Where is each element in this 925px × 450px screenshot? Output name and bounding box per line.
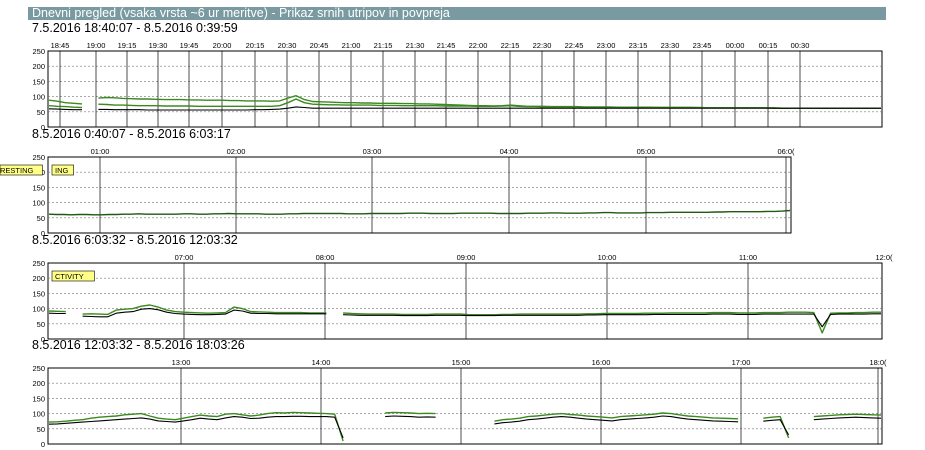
y-tick-label: 200 <box>32 379 45 388</box>
x-tick-label: 21:15 <box>374 41 393 50</box>
panel-range-label-4: 8.5.2016 12:03:32 - 8.5.2016 18:03:26 <box>32 338 245 352</box>
plot-frame <box>47 262 883 340</box>
x-tick-label: 22:30 <box>533 41 552 50</box>
annotation-label: RESTING <box>0 166 34 175</box>
x-tick-label: 21:30 <box>406 41 425 50</box>
x-tick-label: 15:00 <box>452 358 471 367</box>
panel-range-label-3: 8.5.2016 6:03:32 - 8.5.2016 12:03:32 <box>32 233 238 247</box>
y-tick-label: 200 <box>32 274 45 283</box>
pulse-series-line <box>48 98 881 109</box>
x-tick-label: 22:45 <box>565 41 584 50</box>
x-tick-label: 08:00 <box>316 253 335 262</box>
y-tick-label: 250 <box>32 47 45 56</box>
y-tick-label: 250 <box>32 153 45 162</box>
x-tick-label: 19:45 <box>180 41 199 50</box>
pulse-series-line <box>48 304 881 334</box>
pulse-series-line <box>48 411 882 442</box>
plot-frame <box>47 156 792 234</box>
y-tick-label: 250 <box>32 364 45 373</box>
average-series-line <box>48 106 881 111</box>
y-tick-label: 50 <box>37 320 45 329</box>
average-series-line <box>48 415 882 439</box>
y-tick-label: 150 <box>32 289 45 298</box>
pulse-series-line <box>48 209 791 216</box>
x-tick-label: 03:00 <box>363 147 382 156</box>
x-tick-label: 19:30 <box>149 41 168 50</box>
x-tick-label: 09:00 <box>457 253 476 262</box>
heart-rate-chart-panel-3: 0 50 100 150 200 250 07:00 08:00 09:00 10:00 11:00… <box>32 253 893 344</box>
y-tick-label: 100 <box>32 199 45 208</box>
x-tick-label: 23:00 <box>597 41 616 50</box>
x-tick-label: 17:00 <box>732 358 751 367</box>
x-tick-label: 07:00 <box>175 253 194 262</box>
x-tick-label: 20:00 <box>213 41 232 50</box>
plot-frame <box>47 50 883 128</box>
x-tick-label: 19:15 <box>118 41 137 50</box>
y-tick-label: 0 <box>41 229 45 238</box>
activity-annotation: CTIVITY <box>51 270 95 282</box>
panel-range-label-1: 7.5.2016 18:40:07 - 8.5.2016 0:39:59 <box>32 21 238 35</box>
x-tick-label: 11:00 <box>739 253 757 262</box>
heart-rate-chart-panel-1: 0 50 100 150 200 250 18:45 19:00 19:15 19:30 19:45… <box>32 41 883 132</box>
activity-annotation: RESTING <box>0 164 43 176</box>
y-tick-label: 100 <box>32 305 45 314</box>
annotation-label: CTIVITY <box>55 272 84 281</box>
y-tick-label: 0 <box>41 123 45 132</box>
x-tick-label: 02:00 <box>227 147 246 156</box>
x-tick-label: 01:00 <box>91 147 110 156</box>
y-tick-label: 0 <box>41 440 45 449</box>
x-tick-label: 16:00 <box>592 358 611 367</box>
y-tick-label: 150 <box>32 183 45 192</box>
x-tick-label: 06:0( <box>777 147 795 156</box>
x-tick-label: 14:00 <box>312 358 331 367</box>
heart-rate-chart-panel-4: 0 50 100 150 200 250 13:00 14:00 15:00 16:00 17:00… <box>32 358 887 449</box>
x-tick-label: 23:30 <box>661 41 680 50</box>
x-tick-label: 18:45 <box>51 41 70 50</box>
x-tick-label: 22:15 <box>501 41 520 50</box>
y-tick-label: 200 <box>32 62 45 71</box>
y-tick-label: 0 <box>41 335 45 344</box>
y-tick-label: 250 <box>32 259 45 268</box>
x-tick-label: 13:00 <box>172 358 191 367</box>
y-tick-label: 150 <box>32 77 45 86</box>
y-tick-label: 50 <box>37 214 45 223</box>
x-tick-label: 18:0( <box>869 358 887 367</box>
y-tick-label: 50 <box>37 108 45 117</box>
activity-annotation: ING <box>51 164 74 176</box>
x-tick-label: 10:00 <box>598 253 617 262</box>
x-tick-label: 21:45 <box>437 41 456 50</box>
x-tick-label: 22:00 <box>469 41 488 50</box>
y-tick-label: 100 <box>32 93 45 102</box>
heart-rate-chart-panel-2: 05010015020025001:0002:0003:0004:0005:00… <box>0 147 795 238</box>
plot-frame <box>47 367 883 445</box>
x-tick-label: 00:00 <box>726 41 745 50</box>
x-tick-label: 20:30 <box>278 41 297 50</box>
average-series-line <box>48 308 881 328</box>
x-tick-label: 12:0( <box>875 253 893 262</box>
y-tick-label: 150 <box>32 394 45 403</box>
x-tick-label: 00:15 <box>759 41 778 50</box>
annotation-label: ING <box>55 166 69 175</box>
x-tick-label: 00:30 <box>791 41 810 50</box>
x-tick-label: 23:45 <box>693 41 712 50</box>
x-tick-label: 21:00 <box>342 41 361 50</box>
y-tick-label: 100 <box>32 410 45 419</box>
x-tick-label: 19:00 <box>87 41 106 50</box>
panel-range-label-2: 8.5.2016 0:40:07 - 8.5.2016 6:03:17 <box>32 127 231 141</box>
y-tick-label: 50 <box>37 425 45 434</box>
x-tick-label: 20:15 <box>246 41 265 50</box>
x-tick-label: 20:45 <box>310 41 329 50</box>
x-tick-label: 04:00 <box>500 147 519 156</box>
x-tick-label: 23:15 <box>629 41 648 50</box>
page-title: Dnevni pregled (vsaka vrsta ~6 ur meritv… <box>28 7 886 20</box>
x-tick-label: 05:00 <box>637 147 656 156</box>
